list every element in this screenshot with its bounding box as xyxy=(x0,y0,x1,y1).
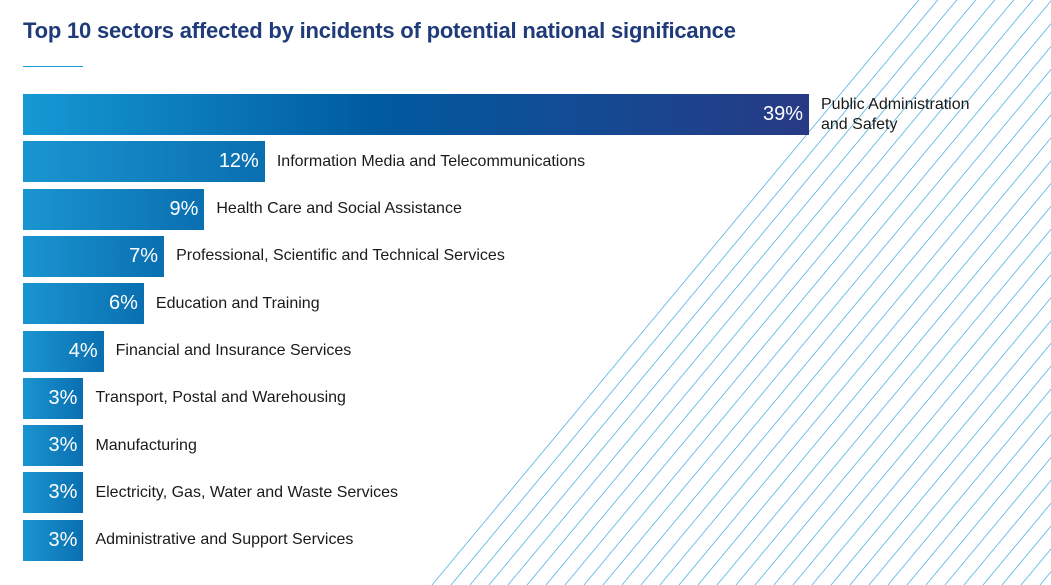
category-label: Information Media and Telecommunications xyxy=(276,152,586,170)
title-underline xyxy=(23,66,83,67)
category-label: Financial and Insurance Services xyxy=(115,342,352,359)
hatch-line xyxy=(697,160,1051,585)
category-label: Public Administration and Safety xyxy=(821,95,970,133)
bar-value-label: 12% xyxy=(218,150,259,173)
bar-value-label: 39% xyxy=(762,103,803,125)
hatch-line xyxy=(849,342,1051,585)
hatch-line xyxy=(811,297,1051,585)
hatch-line xyxy=(830,319,1051,585)
hatch-line xyxy=(621,68,1051,585)
hatch-line xyxy=(792,274,1051,585)
bar-value-label: 3% xyxy=(48,434,78,457)
bar: 3% xyxy=(23,377,84,419)
category-label: Administrative and Support Services xyxy=(95,531,354,549)
hatch-line xyxy=(602,45,1051,585)
bar: 6% xyxy=(23,283,144,325)
bar-value-label: 7% xyxy=(129,244,159,267)
category-label: Electricity, Gas, Water and Waste Servic… xyxy=(95,483,399,501)
bar: 39% xyxy=(23,94,809,135)
hatch-line xyxy=(431,0,920,585)
chart-title: Top 10 sectors affected by incidents of … xyxy=(23,18,736,43)
hatch-line xyxy=(716,182,1051,585)
bar-value-label: 3% xyxy=(48,386,78,409)
category-label: Professional, Scientific and Technical S… xyxy=(176,247,505,265)
hatch-line xyxy=(773,251,1051,585)
category-label: Transport, Postal and Warehousing xyxy=(95,389,346,407)
hatch-line xyxy=(925,434,1051,585)
hatch-line xyxy=(488,0,977,585)
hatch-line xyxy=(868,365,1051,585)
bar-value-label: 6% xyxy=(109,292,138,315)
hatch-line xyxy=(754,228,1051,585)
bar: 3% xyxy=(23,425,84,467)
hatch-line xyxy=(545,0,1034,585)
hatch-line xyxy=(526,0,1015,585)
hatch-line xyxy=(887,388,1051,585)
hatch-line xyxy=(944,456,1051,585)
bar-value-label: 3% xyxy=(48,528,78,551)
category-label: Manufacturing xyxy=(95,436,197,454)
bar: 9% xyxy=(23,188,205,230)
category-label: Health Care and Social Assistance xyxy=(216,200,462,218)
bar-value-label: 3% xyxy=(48,481,78,504)
bar: 3% xyxy=(23,519,84,561)
bar: 3% xyxy=(23,472,84,514)
hatch-line xyxy=(564,0,1051,585)
hatch-line xyxy=(678,137,1051,585)
bar-value-label: 9% xyxy=(169,197,199,220)
hatch-line xyxy=(735,205,1051,585)
bar: 12% xyxy=(23,141,265,183)
bar: 7% xyxy=(23,235,165,277)
hatch-line xyxy=(450,0,939,585)
hatch-line xyxy=(583,23,1051,585)
hatch-line xyxy=(507,0,996,585)
category-label: Education and Training xyxy=(155,294,320,312)
bar: 4% xyxy=(23,330,104,372)
hatch-line xyxy=(640,91,1051,585)
hatch-line xyxy=(659,114,1051,585)
hatch-line xyxy=(469,0,958,585)
hatch-line xyxy=(906,411,1051,585)
bar-value-label: 4% xyxy=(68,339,98,362)
